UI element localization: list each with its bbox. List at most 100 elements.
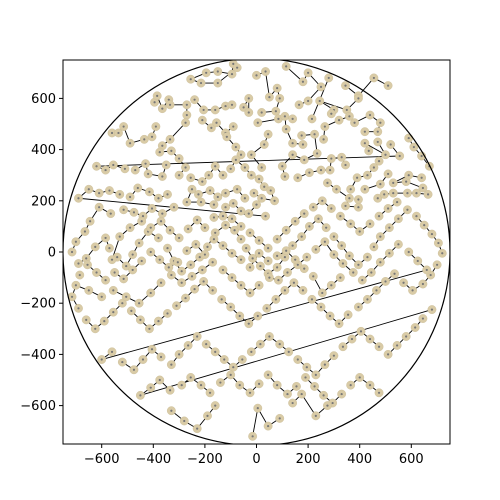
data-point (257, 108, 267, 117)
point-center (83, 230, 87, 233)
point-center (415, 215, 418, 218)
data-point (85, 216, 95, 226)
point-center (113, 271, 116, 274)
data-point (293, 355, 303, 364)
data-point (312, 149, 322, 158)
data-point (71, 237, 81, 247)
point-center (416, 259, 419, 263)
data-point (275, 94, 285, 103)
point-center (386, 353, 390, 356)
point-center (414, 326, 417, 329)
point-center (166, 247, 169, 250)
data-point (338, 259, 348, 268)
point-center (332, 354, 335, 357)
data-point (263, 256, 273, 266)
data-point (67, 247, 77, 257)
data-point (119, 274, 129, 284)
data-point (354, 202, 363, 212)
data-point (408, 285, 417, 295)
point-center (321, 291, 324, 295)
data-point (292, 381, 301, 391)
point-center (296, 263, 299, 266)
point-center (326, 404, 329, 407)
point-center (307, 71, 310, 74)
point-center (167, 266, 170, 269)
point-center (166, 312, 169, 315)
point-center (232, 62, 235, 65)
point-center (132, 368, 136, 371)
point-center (180, 270, 183, 273)
point-center (131, 268, 134, 272)
point-center (147, 172, 150, 176)
point-center (141, 215, 145, 218)
point-center (159, 281, 163, 284)
point-center (180, 384, 183, 387)
point-center (344, 163, 347, 167)
point-center (332, 235, 335, 238)
point-center (379, 235, 382, 238)
point-center (291, 117, 294, 120)
point-center (319, 85, 323, 88)
data-point (226, 370, 236, 380)
data-point (134, 298, 144, 308)
point-center (337, 322, 341, 325)
point-center (170, 363, 173, 366)
data-point (264, 92, 274, 102)
point-center (255, 74, 258, 77)
point-center (405, 180, 408, 183)
data-point (165, 134, 175, 144)
data-point (221, 202, 230, 212)
point-center (372, 76, 375, 80)
point-center (357, 206, 360, 209)
data-point (319, 390, 328, 400)
point-center (250, 174, 253, 177)
point-center (212, 216, 216, 219)
point-center (344, 84, 347, 87)
point-center (211, 261, 214, 264)
point-center (323, 125, 326, 128)
point-center (239, 258, 243, 261)
point-center (252, 192, 256, 195)
point-center (305, 366, 308, 369)
point-center (341, 345, 345, 348)
data-point (187, 184, 197, 194)
point-center (339, 276, 342, 279)
data-point (335, 211, 345, 221)
data-point (316, 82, 326, 92)
point-center (178, 353, 181, 356)
data-point (356, 326, 366, 336)
data-point (155, 147, 165, 157)
point-center (278, 417, 281, 420)
point-center (229, 167, 232, 170)
nodes-layer (67, 60, 447, 441)
data-point (324, 73, 334, 83)
point-center (308, 171, 311, 174)
point-center (110, 258, 114, 261)
data-point (259, 182, 269, 192)
data-point (302, 252, 312, 262)
point-center (291, 153, 294, 156)
point-center (77, 197, 80, 200)
data-point (165, 225, 175, 235)
data-point (384, 248, 394, 258)
y-axis: −600 −400 −200 0 200 400 600 (20, 92, 63, 414)
point-center (185, 113, 188, 117)
point-center (276, 238, 279, 241)
point-center (210, 126, 213, 129)
point-center (180, 281, 183, 284)
data-point (177, 380, 187, 390)
data-point (182, 246, 192, 256)
data-point (311, 245, 321, 254)
data-point (235, 311, 245, 321)
point-center (201, 268, 204, 272)
data-point (125, 192, 135, 202)
point-center (429, 273, 432, 277)
point-center (256, 407, 259, 410)
point-center (229, 305, 232, 309)
data-point (183, 341, 193, 350)
point-center (247, 212, 250, 215)
data-point (143, 169, 153, 179)
data-point (107, 347, 117, 357)
data-point (235, 380, 245, 390)
point-center (325, 226, 328, 229)
